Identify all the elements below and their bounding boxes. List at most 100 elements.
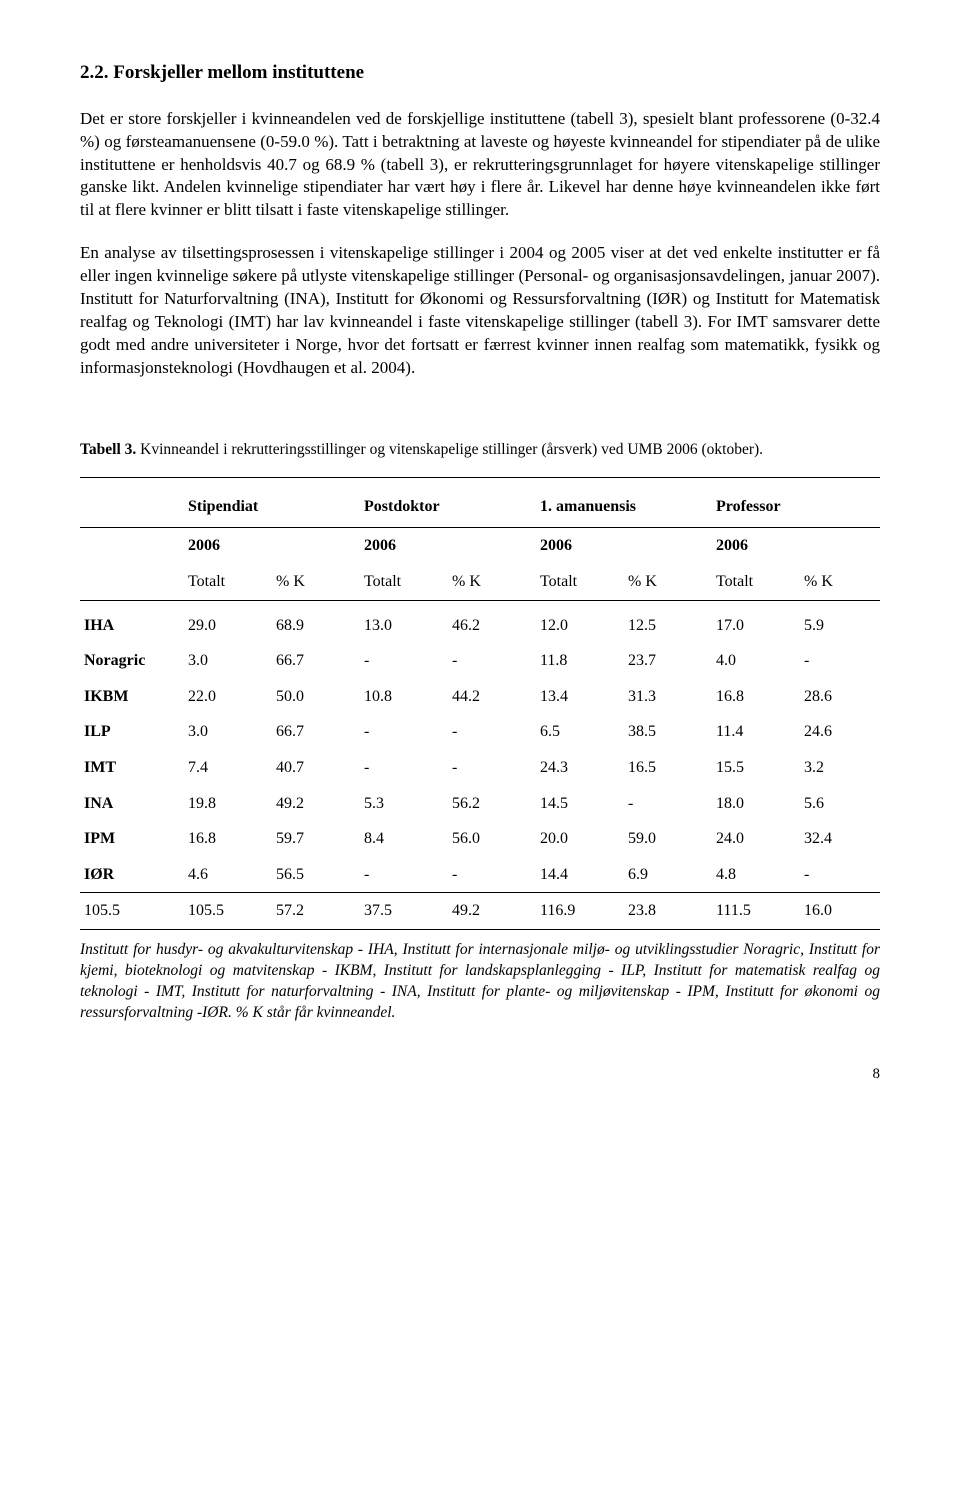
data-cell: 13.0 xyxy=(360,601,448,644)
data-cell: 4.6 xyxy=(184,857,272,893)
data-cell: 11.8 xyxy=(536,643,624,679)
data-cell: - xyxy=(360,857,448,893)
row-label: ILP xyxy=(80,714,184,750)
total-cell: 105.5 xyxy=(80,893,184,929)
table-row: IMT7.440.7--24.316.515.53.2 xyxy=(80,750,880,786)
row-label: IMT xyxy=(80,750,184,786)
data-cell: 18.0 xyxy=(712,786,800,822)
data-cell: 56.0 xyxy=(448,821,536,857)
data-cell: - xyxy=(448,857,536,893)
data-cell: 11.4 xyxy=(712,714,800,750)
paragraph-2: En analyse av tilsettingsprosessen i vit… xyxy=(80,242,880,380)
data-cell: 3.2 xyxy=(800,750,880,786)
total-cell: 116.9 xyxy=(536,893,624,929)
table-caption-text: Kvinneandel i rekrutteringsstillinger og… xyxy=(136,441,763,458)
data-cell: 24.6 xyxy=(800,714,880,750)
data-cell: - xyxy=(448,643,536,679)
total-cell: 49.2 xyxy=(448,893,536,929)
year-cell: 2006 xyxy=(184,528,360,564)
data-cell: 13.4 xyxy=(536,679,624,715)
data-cell: - xyxy=(800,643,880,679)
data-cell: 6.5 xyxy=(536,714,624,750)
data-cell: 14.4 xyxy=(536,857,624,893)
table-rule-bottom xyxy=(80,929,880,930)
colgroup-professor: Professor xyxy=(712,484,880,528)
data-table: Stipendiat Postdoktor 1. amanuensis Prof… xyxy=(80,484,880,930)
subcol-pctk: % K xyxy=(448,564,536,600)
data-cell: 44.2 xyxy=(448,679,536,715)
data-cell: 59.0 xyxy=(624,821,712,857)
row-label: IPM xyxy=(80,821,184,857)
data-cell: - xyxy=(360,714,448,750)
data-cell: 14.5 xyxy=(536,786,624,822)
data-cell: 19.8 xyxy=(184,786,272,822)
data-cell: 12.5 xyxy=(624,601,712,644)
data-cell: 31.3 xyxy=(624,679,712,715)
table-header-groups: Stipendiat Postdoktor 1. amanuensis Prof… xyxy=(80,484,880,528)
data-cell: 15.5 xyxy=(712,750,800,786)
year-cell: 2006 xyxy=(360,528,536,564)
total-cell: 16.0 xyxy=(800,893,880,929)
data-cell: 16.8 xyxy=(184,821,272,857)
subcol-totalt: Totalt xyxy=(536,564,624,600)
data-cell: 40.7 xyxy=(272,750,360,786)
data-cell: 10.8 xyxy=(360,679,448,715)
colgroup-stipendiat: Stipendiat xyxy=(184,484,360,528)
paragraph-1: Det er store forskjeller i kvinneandelen… xyxy=(80,108,880,223)
row-label: Noragric xyxy=(80,643,184,679)
data-cell: 4.8 xyxy=(712,857,800,893)
data-cell: 5.6 xyxy=(800,786,880,822)
data-cell: 7.4 xyxy=(184,750,272,786)
data-cell: 68.9 xyxy=(272,601,360,644)
table-caption: Tabell 3. Kvinneandel i rekrutteringssti… xyxy=(80,440,880,461)
page-number: 8 xyxy=(80,1064,880,1084)
data-cell: 56.5 xyxy=(272,857,360,893)
table-footnote: Institutt for husdyr- og akvakulturviten… xyxy=(80,940,880,1024)
data-cell: 38.5 xyxy=(624,714,712,750)
table-row: Noragric3.066.7--11.823.74.0- xyxy=(80,643,880,679)
table-row: INA19.849.25.356.214.5-18.05.6 xyxy=(80,786,880,822)
data-cell: 16.5 xyxy=(624,750,712,786)
total-cell: 111.5 xyxy=(712,893,800,929)
data-cell: 23.7 xyxy=(624,643,712,679)
year-cell: 2006 xyxy=(712,528,880,564)
data-cell: - xyxy=(800,857,880,893)
table-subheader-row: Totalt % K Totalt % K Totalt % K Totalt … xyxy=(80,564,880,600)
table-row: IHA29.068.913.046.212.012.517.05.9 xyxy=(80,601,880,644)
subcol-pctk: % K xyxy=(624,564,712,600)
subcol-totalt: Totalt xyxy=(712,564,800,600)
data-cell: - xyxy=(360,750,448,786)
total-cell: 57.2 xyxy=(272,893,360,929)
data-cell: 59.7 xyxy=(272,821,360,857)
data-cell: - xyxy=(360,643,448,679)
year-cell: 2006 xyxy=(536,528,712,564)
data-cell: 22.0 xyxy=(184,679,272,715)
subcol-totalt: Totalt xyxy=(360,564,448,600)
subcol-pctk: % K xyxy=(800,564,880,600)
data-cell: 16.8 xyxy=(712,679,800,715)
data-cell: 24.3 xyxy=(536,750,624,786)
data-cell: 5.3 xyxy=(360,786,448,822)
total-cell: 23.8 xyxy=(624,893,712,929)
table-total-row: 105.5 105.5 57.2 37.5 49.2 116.9 23.8 11… xyxy=(80,893,880,929)
total-cell: 105.5 xyxy=(184,893,272,929)
data-cell: - xyxy=(448,714,536,750)
data-cell: - xyxy=(448,750,536,786)
row-label: IHA xyxy=(80,601,184,644)
data-cell: 17.0 xyxy=(712,601,800,644)
data-cell: 5.9 xyxy=(800,601,880,644)
colgroup-postdoktor: Postdoktor xyxy=(360,484,536,528)
total-cell: 37.5 xyxy=(360,893,448,929)
data-cell: 4.0 xyxy=(712,643,800,679)
table-row: IKBM22.050.010.844.213.431.316.828.6 xyxy=(80,679,880,715)
data-cell: 32.4 xyxy=(800,821,880,857)
data-cell: 56.2 xyxy=(448,786,536,822)
data-cell: 3.0 xyxy=(184,714,272,750)
table-rule-top xyxy=(80,477,880,478)
table-year-row: 2006 2006 2006 2006 xyxy=(80,528,880,564)
data-cell: 3.0 xyxy=(184,643,272,679)
data-cell: - xyxy=(624,786,712,822)
row-label: INA xyxy=(80,786,184,822)
data-cell: 24.0 xyxy=(712,821,800,857)
data-cell: 46.2 xyxy=(448,601,536,644)
